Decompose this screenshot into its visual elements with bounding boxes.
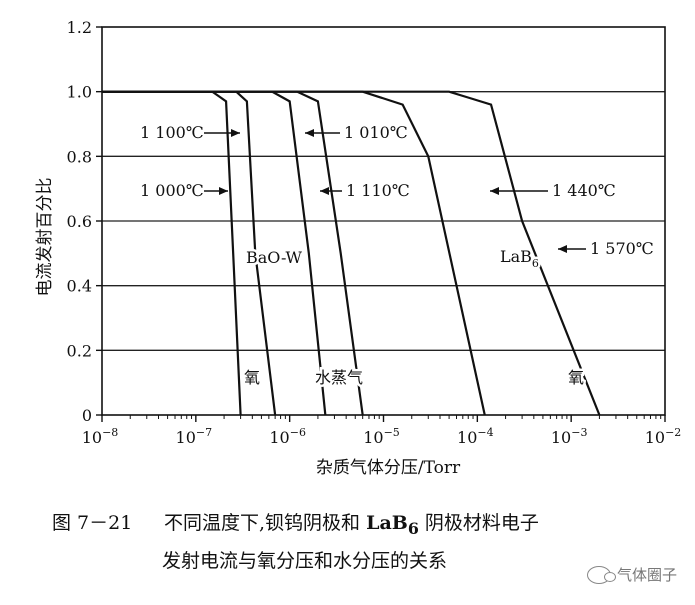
y-tick-label: 0.4	[67, 277, 92, 296]
annotation-water: 水蒸气	[315, 368, 363, 387]
series-lines	[102, 90, 601, 416]
series-line	[102, 90, 364, 416]
arrowhead	[490, 187, 499, 195]
arrowhead	[231, 129, 240, 137]
annotation-t1570: 1 570℃	[590, 239, 654, 258]
annotations: 1 100℃ 1 000℃ 1 010℃ 1 110℃ 1 440℃ 1 570℃ BaO-…	[138, 121, 657, 390]
annotation-lab6: LaB6	[500, 247, 539, 270]
annotation-o2-right: 氧	[568, 368, 584, 387]
wechat-icon	[586, 565, 616, 584]
x-tick-label: 10−5	[363, 426, 400, 447]
x-tick-label: 10−6	[269, 426, 306, 447]
y-tick-label: 0.8	[67, 147, 92, 166]
x-tick-label: 10−3	[551, 426, 588, 447]
y-tick-label: 0.6	[67, 212, 92, 231]
annotation-bao: BaO-W	[246, 248, 303, 267]
watermark-text: 气体圈子	[616, 566, 677, 584]
caption-lab-sub: 6	[407, 518, 419, 538]
x-tick-label: 10−4	[457, 426, 494, 447]
series-line	[102, 90, 486, 416]
x-tick-label: 10−8	[82, 426, 119, 447]
caption-text-b: 阴极材料电子	[418, 512, 539, 534]
figure-caption-line-2: 发射电流与氧分压和水分压的关系	[162, 550, 448, 572]
chart: 0 0.2 0.4 0.6 0.8 1.0 1.2 10−8 10−7 10−6 10−5 10−4 1…	[35, 18, 682, 478]
tick-labels: 0 0.2 0.4 0.6 0.8 1.0 1.2 10−8 10−7 10−6 10−5 10−4 1…	[67, 18, 682, 447]
axes	[96, 26, 666, 422]
y-axis-label: 电流发射百分比	[35, 178, 55, 297]
y-tick-label: 1.2	[67, 18, 92, 37]
series-line	[102, 90, 327, 416]
caption-lab6: LaB6	[366, 512, 419, 538]
annotation-o2-left: 氧	[244, 368, 260, 387]
annotation-t1110: 1 110℃	[346, 181, 410, 200]
y-tick-label: 1.0	[67, 83, 92, 102]
annotation-t1010: 1 010℃	[344, 123, 408, 142]
y-tick-label: 0.2	[67, 341, 92, 360]
arrowhead	[558, 245, 567, 253]
watermark: 气体圈子	[586, 564, 677, 585]
figure-number: 图 7－21	[52, 512, 133, 534]
x-tick-label: 10−2	[645, 426, 682, 447]
arrowhead	[305, 129, 314, 137]
y-tick-label: 0	[82, 406, 92, 425]
series-line	[102, 90, 601, 416]
annotation-t1100: 1 100℃	[140, 123, 204, 142]
caption-text-a: 不同温度下,钡钨阴极和	[164, 512, 367, 534]
caption-lab: LaB	[366, 512, 408, 534]
arrowhead	[320, 187, 329, 195]
annotation-t1000: 1 000℃	[140, 181, 204, 200]
annotation-t1440: 1 440℃	[552, 181, 616, 200]
series-line	[102, 90, 242, 416]
figure-caption-line-1: 图 7－21 不同温度下,钡钨阴极和 LaB6 阴极材料电子	[52, 508, 539, 538]
x-tick-label: 10−7	[176, 426, 213, 447]
series-line	[102, 90, 277, 416]
arrowhead	[219, 187, 228, 195]
x-axis-label: 杂质气体分压/Torr	[316, 458, 461, 478]
